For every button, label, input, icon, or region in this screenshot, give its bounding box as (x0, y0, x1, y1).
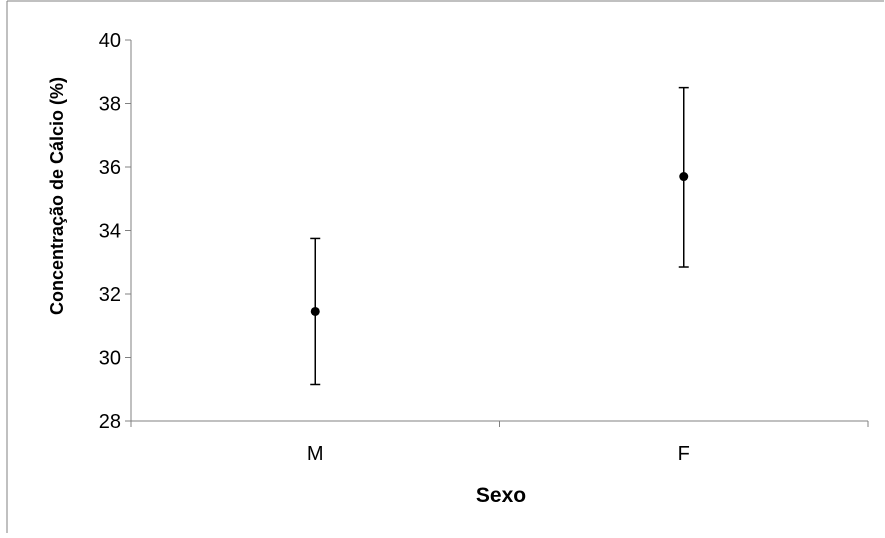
y-tick-label: 28 (99, 411, 121, 433)
error-bars (310, 86, 689, 386)
y-tick-label: 34 (99, 221, 121, 243)
y-tick-label: 36 (99, 157, 121, 179)
x-tick-label: M (307, 443, 324, 465)
data-points (310, 172, 689, 316)
y-tick-labels: 28 30 32 34 36 38 40 (99, 30, 121, 433)
y-tick-label: 38 (99, 94, 121, 116)
x-axis-title: Sexo (476, 484, 526, 507)
y-axis-title: Concentração de Cálcio (%) (47, 77, 67, 315)
axes (125, 39, 869, 427)
data-point (310, 306, 320, 316)
y-tick-label: 30 (99, 348, 121, 370)
x-tick-label: F (678, 443, 690, 465)
data-point (679, 172, 689, 182)
y-tick-label: 32 (99, 284, 121, 306)
y-tick-label: 40 (99, 30, 121, 52)
